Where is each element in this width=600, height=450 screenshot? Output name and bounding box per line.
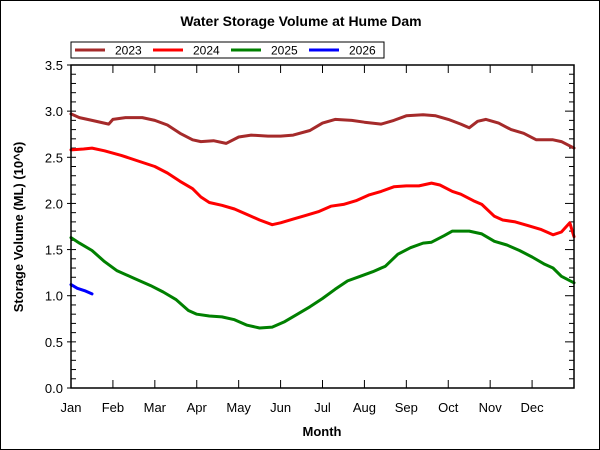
legend-label: 2023 (115, 44, 142, 58)
y-tick-label: 3.5 (45, 58, 63, 73)
y-tick-label: 2.0 (45, 196, 63, 211)
plot-frame (70, 64, 575, 389)
y-tick-label: 2.5 (45, 150, 63, 165)
series-line-2025 (69, 229, 576, 330)
x-tick-label: Jul (314, 400, 331, 415)
legend: 2023 2024 2025 2026 (70, 41, 385, 59)
y-tick-label: 1.0 (45, 289, 63, 304)
x-tick-label: Jan (61, 400, 82, 415)
x-tick-label: Feb (102, 400, 124, 415)
x-tick-label: Apr (187, 400, 208, 415)
x-tick-label: Jun (270, 400, 291, 415)
legend-label: 2025 (271, 44, 298, 58)
y-axis: 0.0 0.5 1.0 1.5 2.0 2.5 3.0 3.5 (45, 58, 574, 396)
chart-title: Water Storage Volume at Hume Dam (180, 13, 421, 29)
legend-box (70, 41, 385, 59)
x-tick-label: Nov (479, 400, 503, 415)
series-line-2023 (69, 112, 576, 150)
y-tick-label: 3.0 (45, 104, 63, 119)
x-tick-label: Oct (438, 400, 459, 415)
series-line-2026 (69, 283, 94, 296)
x-tick-label: May (226, 400, 251, 415)
x-tick-label: Dec (521, 400, 545, 415)
series-line-2024 (69, 146, 576, 239)
x-tick-label: Aug (353, 400, 376, 415)
x-tick-label: Sep (395, 400, 418, 415)
y-axis-label: Storage Volume (ML) (10^6) (11, 142, 26, 313)
x-axis: Jan Feb Mar Apr May Jun Jul Aug Sep Oct Nov Dec (61, 65, 575, 415)
x-tick-label: Mar (144, 400, 167, 415)
legend-label: 2024 (193, 44, 220, 58)
y-tick-label: 1.5 (45, 243, 63, 258)
x-axis-label: Month (303, 424, 342, 439)
y-tick-label: 0.0 (45, 381, 63, 396)
y-tick-label: 0.5 (45, 335, 63, 350)
series-group (69, 112, 576, 330)
legend-label: 2026 (349, 44, 376, 58)
